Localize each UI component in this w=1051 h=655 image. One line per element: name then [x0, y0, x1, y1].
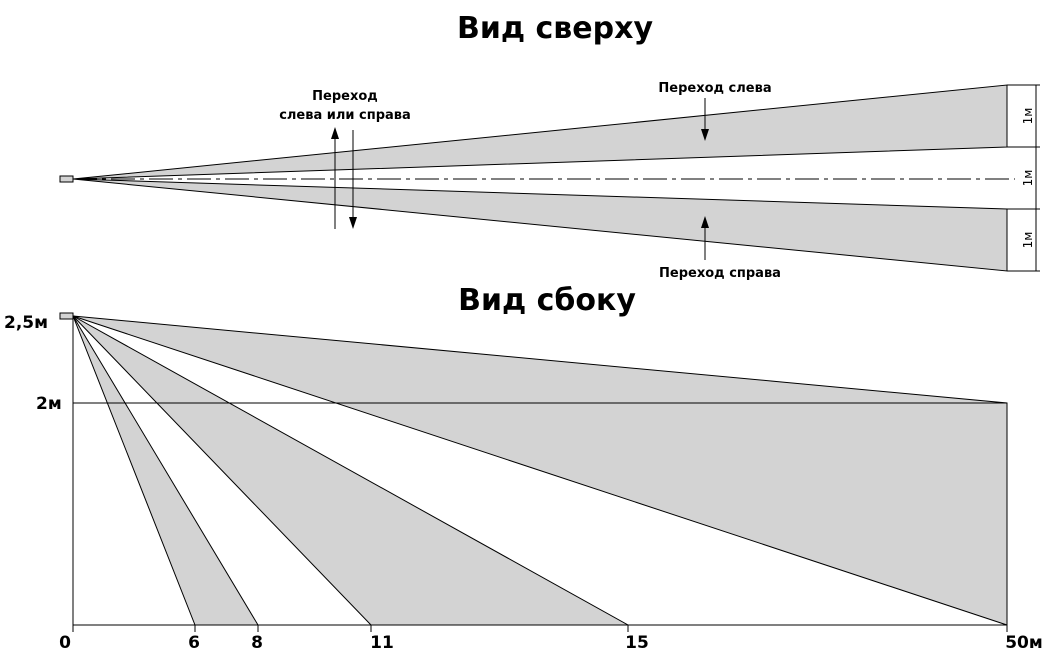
label-crossing-right: Переход справа — [659, 266, 781, 281]
x-label-0: 0 — [59, 633, 71, 653]
x-label-50m: 50м — [1005, 633, 1043, 653]
dimension-label-1: 1м — [1021, 108, 1035, 125]
arrow-up-icon — [701, 216, 709, 228]
top-view: Вид сверху 1м 1м 1м Переход слева или — [59, 11, 1040, 281]
crossing-arrow-left: Переход слева — [658, 81, 772, 141]
x-label-11: 11 — [370, 633, 394, 653]
top-view-title: Вид сверху — [457, 11, 653, 46]
top-sensor — [59, 175, 74, 183]
side-view-title: Вид сбоку — [458, 283, 636, 318]
x-label-15: 15 — [625, 633, 649, 653]
arrow-down-icon — [701, 129, 709, 141]
crossing-arrow-right: Переход справа — [659, 216, 781, 281]
dimension-label-3: 1м — [1021, 232, 1035, 249]
crossing-arrows-both: Переход слева или справа — [279, 89, 411, 229]
x-label-8: 8 — [251, 633, 263, 653]
dimension-label-2: 1м — [1021, 170, 1035, 187]
top-lower-zone — [72, 178, 1008, 272]
y-label-2m: 2м — [36, 394, 62, 414]
label-crossing-both-line2: слева или справа — [279, 108, 411, 123]
side-zone-far — [72, 315, 1008, 626]
top-dimensions: 1м 1м 1м — [1007, 84, 1040, 272]
label-crossing-both-line1: Переход — [312, 89, 378, 104]
side-view: Вид сбоку 2,5м 2м 0 6 8 11 15 50м — [4, 283, 1043, 653]
arrow-up-icon — [331, 127, 339, 139]
y-label-2-5m: 2,5м — [4, 313, 48, 333]
x-axis-ticks — [72, 625, 1008, 632]
x-label-6: 6 — [188, 633, 200, 653]
label-crossing-left: Переход слева — [658, 81, 771, 96]
top-upper-zone — [72, 84, 1008, 180]
side-sensor — [59, 312, 74, 320]
arrow-down-icon — [349, 217, 357, 229]
